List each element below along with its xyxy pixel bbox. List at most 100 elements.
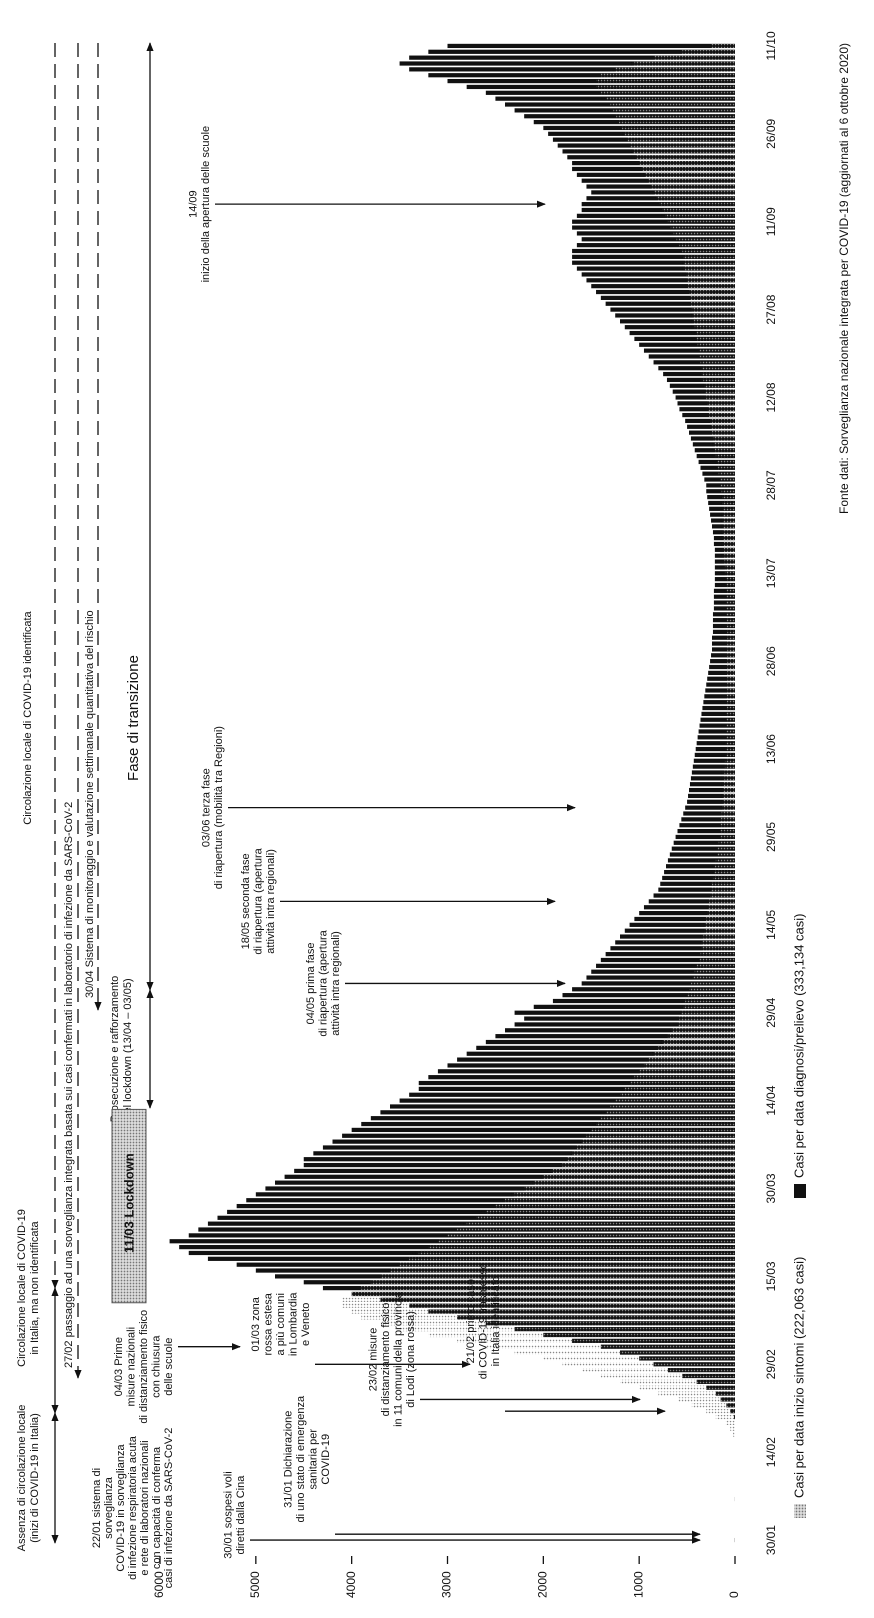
bar-onset	[725, 729, 735, 734]
bar-onset	[656, 196, 736, 201]
bar-onset	[725, 752, 736, 758]
bar-onset	[712, 881, 735, 886]
bar-onset	[696, 963, 736, 968]
bar-onset	[727, 635, 735, 640]
bar-onset	[690, 981, 736, 986]
bar-diagnosis	[691, 770, 735, 775]
bar-onset	[703, 377, 735, 383]
bar-onset	[710, 418, 735, 424]
bar-onset	[685, 266, 736, 271]
bar-onset	[725, 588, 736, 593]
bar-onset	[524, 1186, 736, 1191]
bar-onset	[688, 284, 736, 289]
bar-onset	[726, 705, 736, 711]
annotation: COVID-19 in sorveglianza	[115, 1444, 127, 1572]
bar-onset	[727, 688, 735, 693]
bar-onset	[694, 325, 735, 330]
y-tick-label: 1000	[631, 1571, 645, 1598]
bar-onset	[610, 1104, 736, 1109]
bar-onset	[505, 1198, 735, 1203]
bar-onset	[342, 1297, 735, 1302]
bar-onset	[670, 225, 736, 230]
x-tick-label: 26/09	[764, 118, 778, 148]
annotation: in Lombardia	[287, 1292, 299, 1356]
annotation: in 11 comuni della provincia	[392, 1291, 404, 1427]
bar-onset	[691, 307, 735, 312]
bar-onset	[723, 518, 735, 523]
bar-onset	[727, 629, 735, 634]
annotation: sanitaria per	[307, 1429, 319, 1490]
bar-onset	[633, 149, 736, 154]
bar-onset	[718, 840, 735, 845]
bar-onset	[713, 442, 736, 447]
x-tick-label: 28/07	[764, 470, 778, 500]
bar-onset	[712, 430, 735, 435]
bar-onset	[615, 1098, 735, 1103]
annotation: 22/01 sistema di	[91, 1468, 103, 1548]
bar-onset	[399, 1327, 735, 1332]
bar-onset	[721, 811, 735, 816]
annotation: in Italia identificato	[490, 1276, 502, 1367]
bar-onset	[616, 114, 736, 119]
bar-onset	[653, 1051, 736, 1056]
bar-onset	[699, 354, 736, 359]
bar-onset	[642, 166, 736, 172]
bar-onset	[706, 916, 735, 922]
bar-onset	[714, 864, 735, 869]
annotation: 30/01 sospesi voli	[222, 1471, 234, 1558]
bar-onset	[727, 682, 735, 687]
bar-onset	[726, 711, 735, 717]
bar-onset	[650, 184, 736, 189]
annotation: diretti dalla Cina	[235, 1475, 247, 1555]
annotation: di distanziamento fisico	[380, 1303, 392, 1417]
legend-swatch	[794, 1504, 806, 1518]
bar-onset	[726, 623, 736, 629]
bar-onset	[514, 1350, 735, 1355]
bar-onset	[708, 905, 736, 910]
bar-onset	[600, 90, 735, 95]
bar-onset	[725, 741, 736, 746]
bar-onset	[720, 828, 735, 834]
x-tick-label: 28/06	[764, 646, 778, 676]
bar-onset	[727, 659, 735, 664]
annotation: 01/03 zona	[250, 1296, 262, 1351]
bar-onset	[447, 1233, 735, 1238]
bar-onset	[725, 746, 736, 752]
bar-onset	[596, 78, 736, 84]
annotation: attività intra regionali)	[330, 931, 342, 1036]
bar-onset	[706, 395, 735, 400]
bar-onset	[723, 536, 735, 541]
bar-onset	[726, 723, 735, 728]
bar-onset	[724, 565, 735, 570]
annotation: a più comuni	[275, 1293, 287, 1355]
annotation: con capacità di conferma	[151, 1446, 163, 1569]
bar-onset	[620, 1092, 735, 1097]
bar-onset	[619, 119, 736, 125]
y-tick-label: 2000	[536, 1571, 550, 1598]
annotation: di COVID-19 trasmesso	[477, 1263, 489, 1379]
bar-onset	[723, 547, 736, 552]
annotation: di riapertura (apertura	[252, 847, 264, 954]
bar-diagnosis	[514, 1010, 735, 1015]
bar-onset	[621, 125, 736, 131]
bar-onset	[726, 606, 735, 611]
bar-onset	[725, 735, 735, 740]
bar-onset	[681, 1010, 735, 1015]
bar-diagnosis	[694, 752, 735, 758]
bar-onset	[639, 1069, 736, 1074]
bar-onset	[644, 172, 736, 177]
y-tick-label: 6000	[152, 1571, 166, 1598]
bar-onset	[717, 846, 735, 851]
bar-onset	[721, 817, 736, 822]
bar-onset	[698, 957, 735, 963]
bar-onset	[717, 465, 735, 470]
y-tick-label: 4000	[344, 1571, 358, 1598]
bar-onset	[704, 383, 735, 388]
bar-onset	[687, 993, 735, 998]
bar-onset	[724, 758, 735, 763]
bar-onset	[572, 1151, 735, 1156]
bar-diagnosis	[697, 735, 735, 740]
bar-onset	[667, 1034, 736, 1039]
bar-onset	[673, 231, 736, 236]
